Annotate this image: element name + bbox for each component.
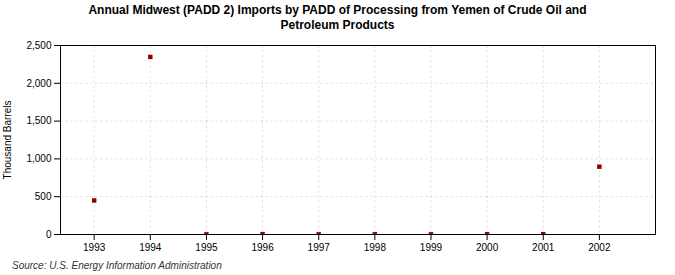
html-text:Annual Midwest (PADD 2) Import: Annual Midwest (PADD 2) Imports by PADD … [88,3,587,32]
svg-text:2,500: 2,500 [26,40,51,51]
svg-text:2,000: 2,000 [26,78,51,89]
svg-text:2001: 2001 [532,242,555,253]
svg-text:0: 0 [46,229,52,240]
svg-text:500: 500 [35,191,52,202]
svg-text:1998: 1998 [364,242,387,253]
svg-text:Thousand Barrels: Thousand Barrels [2,101,13,180]
svg-text:2002: 2002 [588,242,611,253]
svg-text:1999: 1999 [420,242,443,253]
svg-text:1996: 1996 [251,242,274,253]
svg-text:1,500: 1,500 [26,115,51,126]
svg-text:1994: 1994 [139,242,162,253]
html-text:Source: U.S. Energy Informatio: Source: U.S. Energy Information Administ… [12,260,222,271]
svg-text:1997: 1997 [308,242,331,253]
svg-text:2000: 2000 [476,242,499,253]
svg-text:1,000: 1,000 [26,153,51,164]
svg-text:1995: 1995 [195,242,218,253]
svg-text:1993: 1993 [83,242,106,253]
